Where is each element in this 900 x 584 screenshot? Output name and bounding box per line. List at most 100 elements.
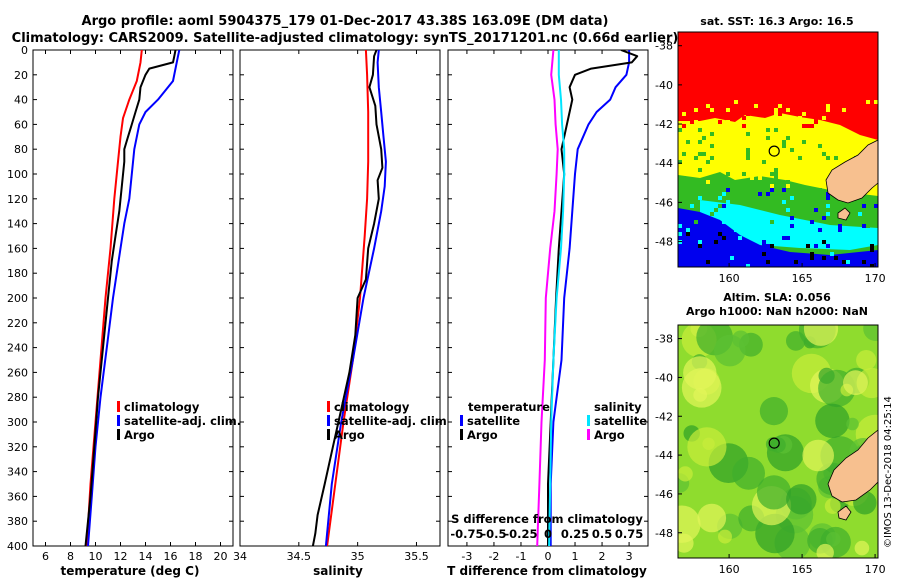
sst-pixel	[702, 136, 706, 140]
sst-pixel	[682, 176, 686, 180]
depth-tick-label: 40	[14, 94, 28, 107]
sla-blob	[732, 456, 765, 490]
sst-pixel	[778, 112, 782, 116]
sst-pixel	[782, 144, 786, 148]
legend-label-s-argo: Argo	[594, 428, 625, 442]
sst-pixel	[742, 116, 746, 120]
latitude-tick-label: -42	[655, 118, 673, 131]
x-tick-label: 10	[89, 550, 103, 563]
sst-pixel	[702, 216, 706, 220]
sla-map-subtitle: Argo h1000: NaN h2000: NaN	[686, 305, 868, 318]
sst-pixel	[682, 152, 686, 156]
sst-pixel	[858, 212, 862, 216]
sla-blob	[863, 325, 878, 341]
sst-pixel	[810, 160, 814, 164]
depth-tick-label: 80	[14, 143, 28, 156]
sst-pixel	[866, 100, 870, 104]
sst-pixel	[774, 108, 778, 112]
sst-pixel	[730, 260, 734, 264]
series-line-satellite-adj-clim-	[324, 50, 387, 546]
sst-pixel	[802, 112, 806, 116]
sla-blob	[854, 540, 870, 556]
sst-pixel	[754, 112, 758, 116]
land-south-island-sla	[827, 429, 878, 503]
sst-pixel	[762, 204, 766, 208]
x-tick-label: 3	[626, 550, 633, 563]
sst-pixel	[826, 244, 830, 248]
sst-pixel	[842, 108, 846, 112]
sst-pixel	[726, 124, 730, 128]
sst-pixel	[754, 236, 758, 240]
sla-blob	[786, 331, 806, 351]
sst-pixel	[810, 252, 814, 256]
sst-pixel	[722, 100, 726, 104]
sst-pixel	[710, 132, 714, 136]
sst-pixel	[814, 116, 818, 120]
sst-pixel	[686, 140, 690, 144]
sst-pixel	[822, 152, 826, 156]
sst-pixel	[826, 196, 830, 200]
sst-pixel	[774, 176, 778, 180]
sst-pixel	[786, 184, 790, 188]
sla-anomaly-blobs	[678, 325, 878, 558]
legend-label-climatology: climatology	[124, 400, 200, 414]
sst-coldest-region	[678, 208, 878, 267]
difference-panel: -3 -2 -1 0 1 2 3 temperature satellite Argo sa…	[447, 49, 649, 578]
sst-pixel	[838, 224, 842, 228]
sst-pixel	[786, 208, 790, 212]
sst-pixel	[778, 104, 782, 108]
depth-tick-label: 0	[21, 44, 28, 57]
sst-pixel	[830, 252, 834, 256]
sst-pixel	[774, 172, 778, 176]
sst-pixel	[846, 260, 850, 264]
sst-pixel	[718, 164, 722, 168]
depth-tick-label: 20	[14, 69, 28, 82]
sst-pixel	[830, 112, 834, 116]
sst-pixel	[818, 188, 822, 192]
sst-pixel	[698, 140, 702, 144]
sst-pixel	[790, 224, 794, 228]
sst-pixel	[698, 196, 702, 200]
series-line-argo	[84, 50, 177, 546]
sla-blob	[687, 427, 727, 467]
sst-map-frame	[677, 31, 879, 268]
depth-tick-label: 220	[7, 317, 28, 330]
figure-title-line1: Argo profile: aoml 5904375_179 01-Dec-20…	[82, 14, 609, 29]
sst-pixel	[678, 128, 682, 132]
sst-pixel	[862, 140, 866, 144]
sst-pixel	[770, 136, 774, 140]
sst-pixel	[814, 244, 818, 248]
depth-tick-label: 340	[7, 466, 28, 479]
legend-swatch-satellite-adj	[327, 415, 330, 426]
sla-map-field	[678, 325, 878, 558]
s-difference-tick-label: 0.25	[561, 527, 589, 541]
sst-pixel	[710, 108, 714, 112]
x-tick-label: 14	[139, 550, 153, 563]
sst-pixel	[726, 172, 730, 176]
sst-pixel	[722, 236, 726, 240]
sla-map-ticks: 160 165 170 -38 -40 -42 -44 -46 -48	[655, 333, 886, 576]
sst-pixel	[690, 120, 694, 124]
sst-pixel	[758, 188, 762, 192]
sst-pixel	[762, 244, 766, 248]
sst-pixel	[770, 220, 774, 224]
sla-map: Altim. SLA: 0.056 Argo h1000: NaN h2000:…	[655, 291, 886, 576]
legend-label-satellite-adj: satellite-adj. clim.	[334, 414, 451, 428]
sst-pixel	[770, 172, 774, 176]
sla-blob	[786, 484, 817, 515]
sla-blob	[678, 466, 693, 482]
difference-legend: temperature satellite Argo salinity sate…	[460, 400, 647, 442]
latitude-tick-label: -46	[655, 196, 673, 209]
sst-pixel	[786, 192, 790, 196]
depth-tick-label: 280	[7, 391, 28, 404]
legend-label-argo: Argo	[334, 428, 365, 442]
depth-tick-label: 260	[7, 366, 28, 379]
sst-pixel	[850, 236, 854, 240]
latitude-tick-label: -42	[655, 410, 673, 423]
sst-map-field	[678, 32, 878, 267]
series-line-argo	[311, 50, 384, 546]
x-tick-label: 2	[599, 550, 606, 563]
salinity-ticks: 34 34.5 35 35.5	[233, 49, 440, 563]
sst-pixel	[702, 124, 706, 128]
sst-pixel	[738, 100, 742, 104]
